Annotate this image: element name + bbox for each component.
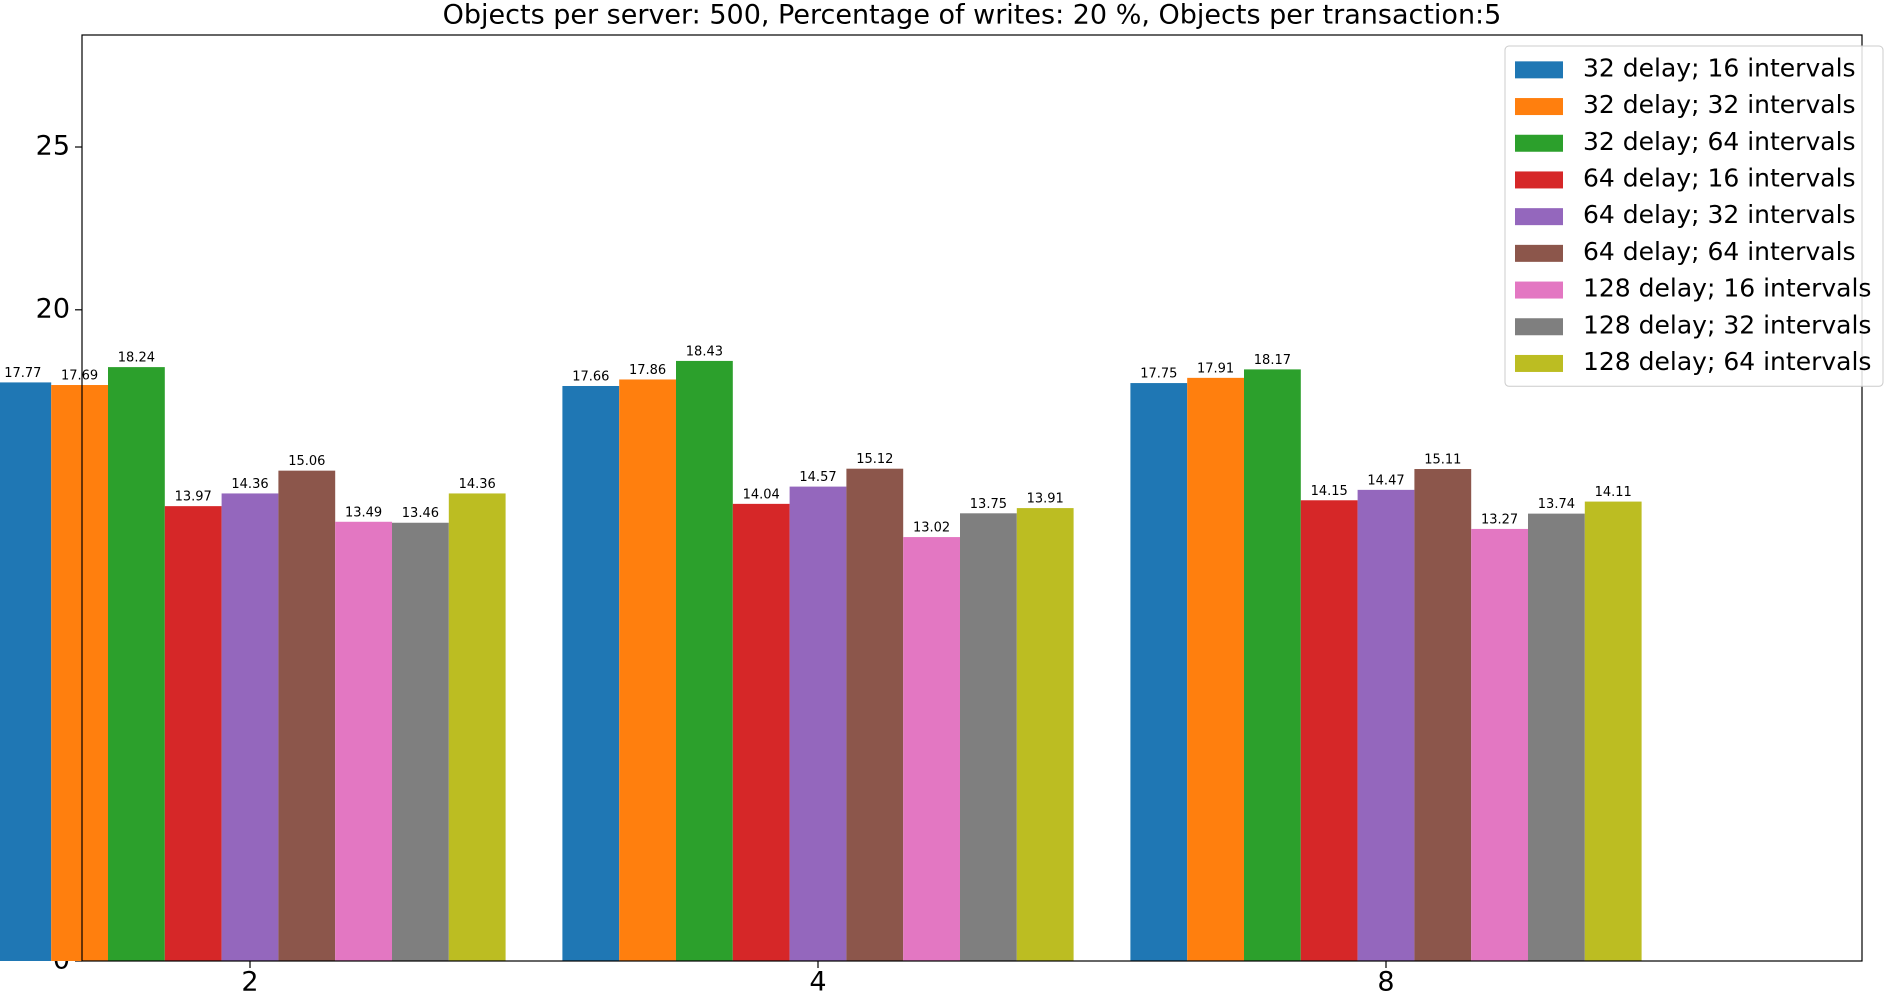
- legend-swatch: [1515, 61, 1563, 79]
- x-tick-label: 4: [809, 967, 826, 998]
- value-label: 18.24: [118, 351, 155, 366]
- legend-swatch: [1515, 244, 1563, 262]
- legend-label: 64 delay; 32 intervals: [1583, 200, 1856, 229]
- bar: [1414, 469, 1472, 961]
- value-label: 17.75: [1140, 367, 1177, 382]
- legend-label: 128 delay; 32 intervals: [1583, 310, 1871, 339]
- value-label: 17.66: [572, 369, 609, 384]
- legend-label: 128 delay; 16 intervals: [1583, 274, 1871, 303]
- value-label: 14.36: [231, 477, 268, 492]
- value-label: 17.69: [61, 369, 98, 384]
- bar: [0, 382, 52, 961]
- bar: [789, 486, 847, 961]
- bar: [1471, 528, 1528, 961]
- bar: [676, 360, 733, 961]
- legend-swatch: [1515, 208, 1563, 226]
- value-label: 13.02: [913, 521, 950, 536]
- bar: [278, 470, 336, 961]
- bar: [1528, 513, 1585, 961]
- legend-swatch: [1515, 318, 1563, 336]
- y-tick-label: 25: [36, 131, 70, 162]
- bar: [960, 513, 1017, 961]
- value-label: 15.06: [288, 454, 325, 469]
- legend-swatch: [1515, 281, 1563, 299]
- bar: [164, 506, 222, 961]
- legend: 32 delay; 16 intervals 32 delay; 32 inter…: [1504, 45, 1884, 387]
- value-label: 14.36: [459, 477, 496, 492]
- legend-label: 32 delay; 64 intervals: [1583, 127, 1856, 156]
- bar: [732, 503, 790, 961]
- legend-label: 128 delay; 64 intervals: [1583, 347, 1871, 376]
- bar: [221, 493, 279, 961]
- bar: [335, 521, 392, 961]
- value-label: 17.91: [1197, 361, 1234, 376]
- value-label: 13.49: [345, 505, 382, 520]
- value-label: 14.57: [799, 470, 836, 485]
- axes-frame: [81, 34, 1863, 962]
- value-label: 14.47: [1367, 473, 1404, 488]
- bar: [1016, 508, 1074, 961]
- value-label: 13.74: [1538, 497, 1575, 512]
- value-label: 13.75: [970, 497, 1007, 512]
- value-label: 14.04: [743, 487, 780, 502]
- y-tick-label: 20: [36, 293, 70, 324]
- bar: [903, 537, 960, 961]
- value-label: 17.77: [4, 366, 41, 381]
- legend-swatch: [1515, 171, 1563, 189]
- bar: [1187, 377, 1244, 961]
- value-label: 15.11: [1424, 453, 1461, 468]
- legend-box: [1504, 45, 1884, 387]
- legend-swatch: [1515, 354, 1563, 372]
- bar: [1300, 500, 1358, 961]
- bar: [108, 367, 165, 961]
- bar: [846, 468, 904, 961]
- x-tick-label: 2: [241, 967, 258, 998]
- value-label: 13.91: [1027, 492, 1064, 507]
- legend-label: 64 delay; 16 intervals: [1583, 163, 1856, 192]
- bar: [448, 493, 506, 961]
- bar: [392, 522, 449, 961]
- value-label: 13.97: [175, 490, 212, 505]
- legend-label: 32 delay; 16 intervals: [1583, 53, 1856, 82]
- value-label: 14.11: [1595, 485, 1632, 500]
- value-label: 18.17: [1254, 353, 1291, 368]
- legend-swatch: [1515, 98, 1563, 116]
- value-label: 18.43: [686, 344, 723, 359]
- legend-swatch: [1515, 134, 1563, 152]
- value-label: 15.12: [856, 452, 893, 467]
- bar: [1357, 489, 1415, 961]
- value-label: 13.27: [1481, 512, 1518, 527]
- bar: [51, 385, 108, 961]
- bar: [619, 379, 676, 961]
- bar: [1130, 383, 1188, 962]
- value-label: 14.15: [1311, 484, 1348, 499]
- value-label: 13.46: [402, 506, 439, 521]
- x-tick-label: 8: [1377, 967, 1394, 998]
- bar: [562, 385, 620, 961]
- chart-title: Objects per server: 500, Percentage of w…: [443, 0, 1502, 31]
- bar: [1244, 369, 1301, 961]
- value-label: 17.86: [629, 363, 666, 378]
- legend-label: 64 delay; 64 intervals: [1583, 237, 1856, 266]
- legend-label: 32 delay; 32 intervals: [1583, 90, 1856, 119]
- bar: [1584, 501, 1642, 961]
